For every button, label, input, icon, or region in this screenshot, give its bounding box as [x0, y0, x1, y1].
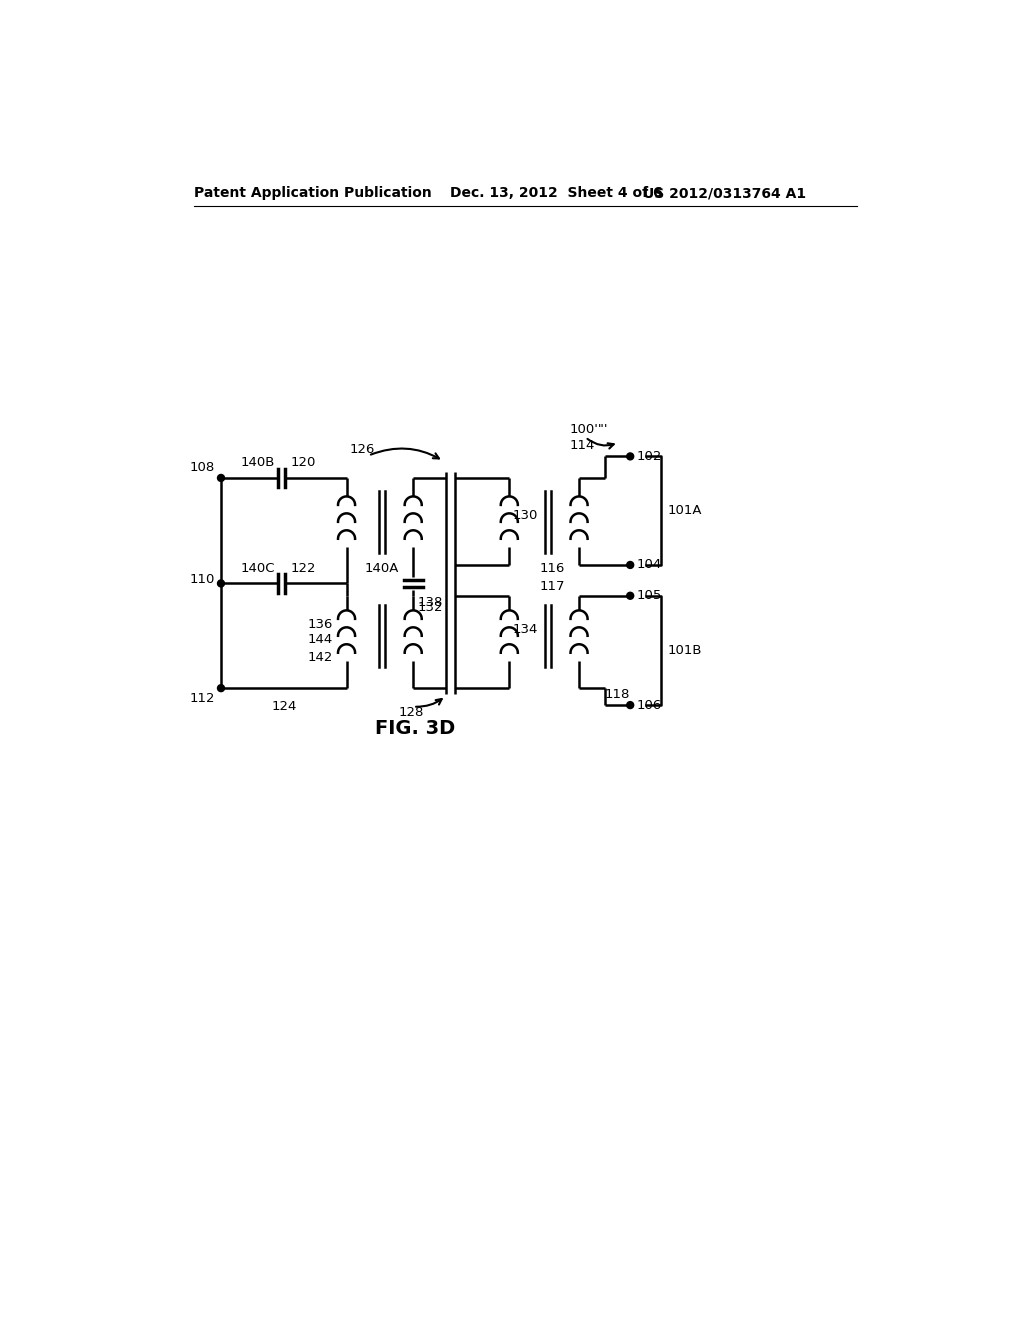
- Text: 132: 132: [417, 601, 442, 614]
- Text: 140B: 140B: [241, 455, 275, 469]
- Text: 101A: 101A: [668, 504, 701, 517]
- Text: 108: 108: [189, 461, 215, 474]
- Circle shape: [627, 593, 634, 599]
- Text: 118: 118: [604, 688, 630, 701]
- Circle shape: [217, 685, 224, 692]
- Text: 106: 106: [636, 698, 662, 711]
- Text: 126: 126: [349, 444, 375, 455]
- Text: 124: 124: [271, 700, 297, 713]
- Text: Patent Application Publication: Patent Application Publication: [194, 186, 432, 201]
- Circle shape: [627, 702, 634, 709]
- Text: FIG. 3D: FIG. 3D: [375, 718, 455, 738]
- Text: 110: 110: [189, 573, 215, 586]
- Text: 117: 117: [540, 579, 564, 593]
- Text: 134: 134: [512, 623, 538, 636]
- Text: 104: 104: [636, 558, 662, 572]
- Text: 130: 130: [512, 510, 538, 523]
- Text: 116: 116: [540, 562, 564, 576]
- Text: 138: 138: [417, 597, 442, 610]
- Text: 142: 142: [307, 651, 333, 664]
- Text: 105: 105: [636, 589, 662, 602]
- Text: Dec. 13, 2012  Sheet 4 of 6: Dec. 13, 2012 Sheet 4 of 6: [450, 186, 663, 201]
- Text: 101B: 101B: [668, 644, 701, 657]
- Text: 140C: 140C: [241, 561, 275, 574]
- Text: 140A: 140A: [365, 561, 399, 574]
- Text: 112: 112: [189, 693, 215, 705]
- Circle shape: [217, 579, 224, 587]
- Text: 100'"': 100'"': [570, 422, 608, 436]
- Text: 102: 102: [636, 450, 662, 463]
- Text: 120: 120: [291, 455, 316, 469]
- Text: 122: 122: [291, 561, 316, 574]
- Circle shape: [627, 453, 634, 459]
- Circle shape: [217, 474, 224, 482]
- Text: US 2012/0313764 A1: US 2012/0313764 A1: [643, 186, 807, 201]
- Text: 114: 114: [569, 440, 595, 453]
- Text: 128: 128: [398, 706, 424, 719]
- Text: 136: 136: [307, 618, 333, 631]
- Text: 144: 144: [307, 634, 333, 647]
- Circle shape: [627, 561, 634, 569]
